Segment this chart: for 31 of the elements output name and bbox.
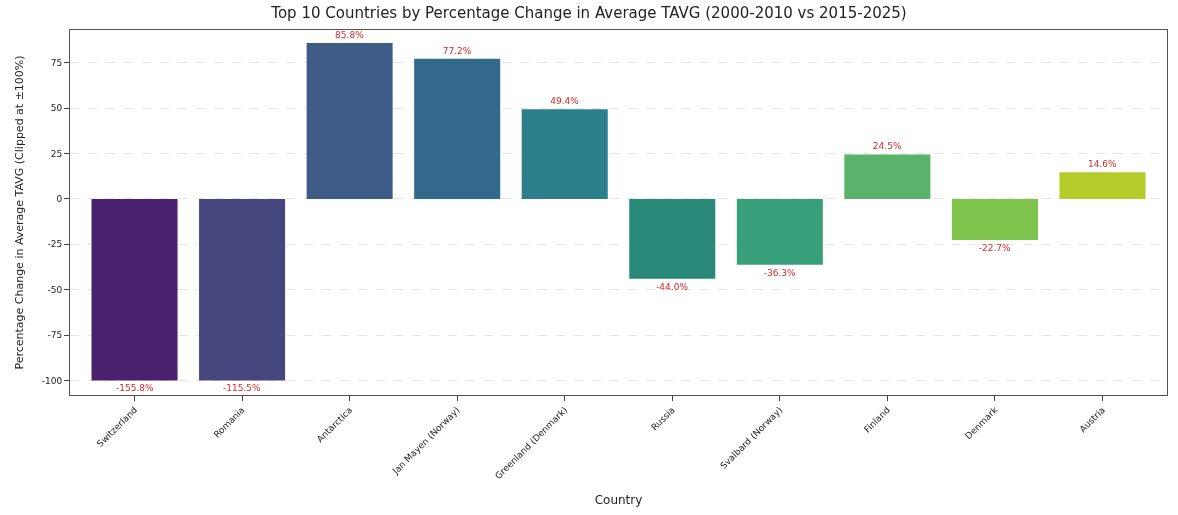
data-label: 24.5% [872, 141, 902, 152]
data-label: 85.8% [335, 30, 365, 41]
bar [91, 198, 178, 381]
chart-title: Top 10 Countries by Percentage Change in Average TAVG (2000-2010 vs 2015-2025) [270, 4, 907, 23]
bar [199, 198, 286, 381]
bar [629, 198, 716, 279]
annotation: -115.5% [223, 383, 262, 393]
data-label: -44.0% [656, 281, 689, 292]
data-label: -36.3% [763, 267, 796, 278]
y-tick-label: -75 [47, 330, 63, 341]
annotation: -155.8% [116, 383, 155, 393]
y-tick-label: 25 [50, 148, 63, 159]
bar [736, 198, 823, 265]
y-axis-title: Percentage Change in Average TAVG (Clipped at ±100%) [13, 55, 27, 370]
y-tick-label: -50 [47, 284, 63, 295]
data-label: -22.7% [978, 243, 1012, 254]
bar [414, 58, 501, 199]
y-tick-label: 50 [50, 103, 63, 114]
bar [521, 109, 608, 199]
x-axis-title: Country [594, 493, 643, 508]
bar [306, 43, 393, 199]
y-tick-label: 0 [56, 194, 63, 205]
bar [1059, 172, 1146, 199]
data-label: 49.4% [550, 96, 580, 107]
bar [951, 198, 1038, 241]
bar [844, 154, 931, 199]
data-label: 14.6% [1087, 159, 1117, 170]
y-tick-label: -25 [47, 239, 63, 250]
data-label: 77.2% [442, 45, 472, 56]
y-tick-label: -100 [41, 375, 63, 386]
y-tick-label: 75 [50, 57, 63, 68]
